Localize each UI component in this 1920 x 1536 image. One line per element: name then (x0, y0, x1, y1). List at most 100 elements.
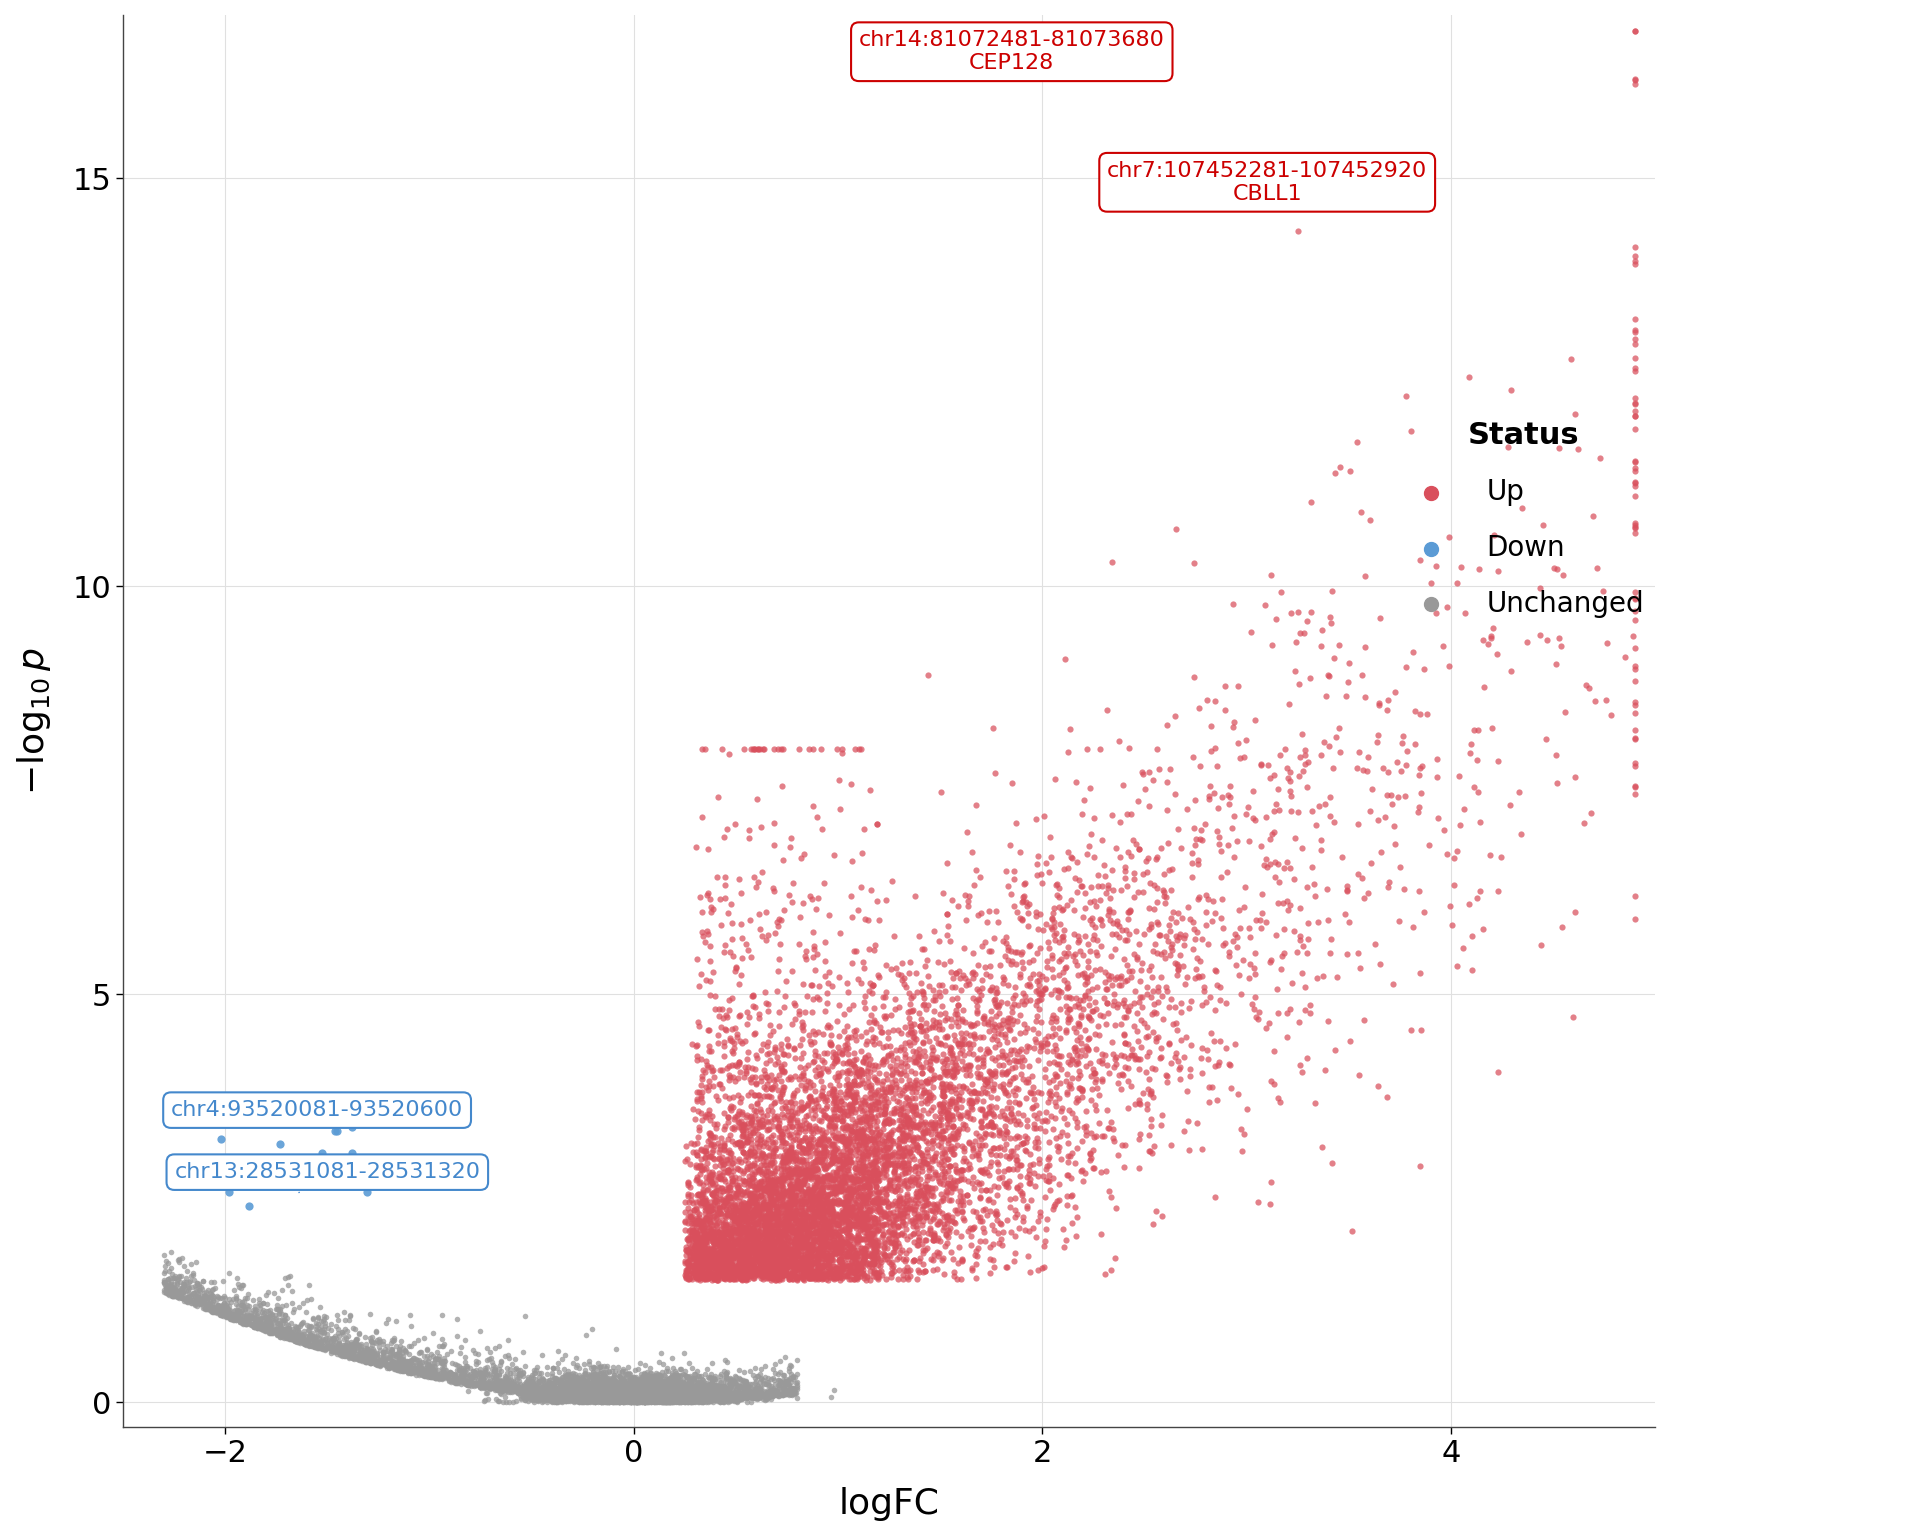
Point (908, 1238, 939, 1263)
Point (411, 1362, 442, 1387)
Point (762, 1114, 793, 1138)
Point (603, 1384, 634, 1409)
Point (726, 1260, 756, 1284)
Point (979, 1011, 1010, 1035)
Point (714, 1186, 745, 1210)
Point (1275, 601, 1306, 625)
Point (242, 1316, 273, 1341)
Point (1025, 1115, 1056, 1140)
Point (1164, 900, 1194, 925)
Point (745, 1086, 776, 1111)
Point (977, 1075, 1008, 1100)
Point (870, 1034, 900, 1058)
Point (505, 1361, 536, 1385)
Point (803, 1193, 833, 1218)
Point (1023, 1021, 1054, 1046)
Point (954, 1041, 985, 1066)
Point (480, 1372, 511, 1396)
Point (1008, 885, 1039, 909)
Point (818, 1241, 849, 1266)
Point (737, 1209, 768, 1233)
Point (900, 1068, 931, 1092)
Point (808, 1057, 839, 1081)
Point (1023, 1038, 1054, 1063)
Point (657, 1389, 687, 1413)
Point (799, 1021, 829, 1046)
Point (482, 1372, 513, 1396)
Point (776, 1209, 806, 1233)
Point (643, 1376, 674, 1401)
Point (547, 1385, 578, 1410)
Point (728, 1161, 758, 1186)
Point (618, 1384, 649, 1409)
Point (680, 1223, 710, 1247)
Point (862, 1089, 893, 1114)
Point (607, 1382, 637, 1407)
Point (576, 1382, 607, 1407)
Point (240, 1312, 271, 1336)
Point (755, 1233, 785, 1258)
Point (591, 1390, 622, 1415)
Point (682, 1384, 712, 1409)
Point (733, 1170, 764, 1195)
Point (804, 1201, 835, 1226)
Point (516, 1370, 547, 1395)
Point (772, 1189, 803, 1213)
Point (311, 1335, 342, 1359)
Point (806, 1250, 837, 1275)
Point (655, 1376, 685, 1401)
Point (1384, 909, 1415, 934)
Point (678, 1236, 708, 1261)
Point (849, 1154, 879, 1178)
Point (918, 1063, 948, 1087)
Point (655, 1389, 685, 1413)
Point (1133, 917, 1164, 942)
Point (250, 1304, 280, 1329)
Point (620, 1370, 651, 1395)
Point (1152, 1069, 1183, 1094)
Point (756, 1240, 787, 1264)
Point (678, 1384, 708, 1409)
Point (486, 1376, 516, 1401)
Point (789, 1200, 820, 1224)
Point (691, 1247, 722, 1272)
Point (849, 1180, 879, 1204)
Point (803, 1244, 833, 1269)
Point (929, 1084, 960, 1109)
Point (1544, 627, 1574, 651)
Point (1152, 713, 1183, 737)
Point (852, 1198, 883, 1223)
Point (958, 966, 989, 991)
Point (689, 1382, 720, 1407)
Point (378, 1355, 409, 1379)
Point (588, 1381, 618, 1405)
Point (680, 1381, 710, 1405)
Point (810, 1212, 841, 1236)
Point (801, 1261, 831, 1286)
Point (716, 1163, 747, 1187)
Point (851, 1236, 881, 1261)
Point (695, 1132, 726, 1157)
Point (747, 1114, 778, 1138)
Point (826, 1180, 856, 1204)
Point (778, 1255, 808, 1279)
Point (816, 1232, 847, 1256)
Point (755, 1247, 785, 1272)
Point (156, 1283, 186, 1307)
Point (457, 1366, 488, 1390)
Point (766, 1127, 797, 1152)
Point (582, 1375, 612, 1399)
Point (916, 1057, 947, 1081)
Point (789, 1210, 820, 1235)
Point (787, 1137, 818, 1161)
Point (814, 1220, 845, 1244)
Point (904, 1041, 935, 1066)
Point (703, 1241, 733, 1266)
Point (843, 1124, 874, 1149)
Point (628, 1364, 659, 1389)
Point (701, 1389, 732, 1413)
Point (876, 1213, 906, 1238)
Point (1018, 948, 1048, 972)
Point (906, 1178, 937, 1203)
Point (964, 1236, 995, 1261)
